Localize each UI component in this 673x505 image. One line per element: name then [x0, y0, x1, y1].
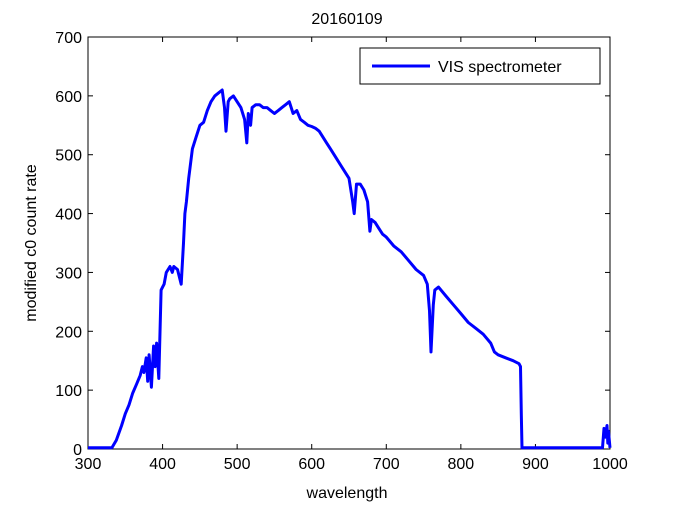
- chart-title: 20160109: [311, 11, 382, 28]
- x-tick-label: 500: [224, 456, 251, 473]
- y-tick-label: 300: [55, 265, 82, 282]
- plot-area: [87, 36, 611, 450]
- y-axis-label: modified c0 count rate: [23, 164, 40, 322]
- y-tick-label: 400: [55, 207, 82, 224]
- series-line-vis-spectrometer: [88, 88, 612, 450]
- x-tick-label: 1000: [592, 456, 628, 473]
- y-axis: 0 100 200 300 400 500 600 700: [55, 30, 610, 459]
- legend: VIS spectrometer: [359, 47, 601, 85]
- x-tick-label: 700: [373, 456, 400, 473]
- x-axis-label: wavelength: [306, 485, 388, 502]
- y-tick-label: 0: [73, 442, 82, 459]
- x-tick-label: 900: [522, 456, 549, 473]
- x-tick-label: 300: [75, 456, 102, 473]
- y-tick-label: 200: [55, 324, 82, 341]
- y-tick-label: 600: [55, 89, 82, 106]
- y-tick-label: 700: [55, 30, 82, 47]
- legend-entry-vis-spectrometer: VIS spectrometer: [438, 59, 562, 76]
- x-tick-label: 600: [298, 456, 325, 473]
- y-tick-label: 500: [55, 148, 82, 165]
- x-tick-label: 400: [149, 456, 176, 473]
- x-axis: 300 400 500 600 700 800 900 1000: [75, 37, 628, 473]
- y-tick-label: 100: [55, 383, 82, 400]
- x-tick-label: 800: [448, 456, 475, 473]
